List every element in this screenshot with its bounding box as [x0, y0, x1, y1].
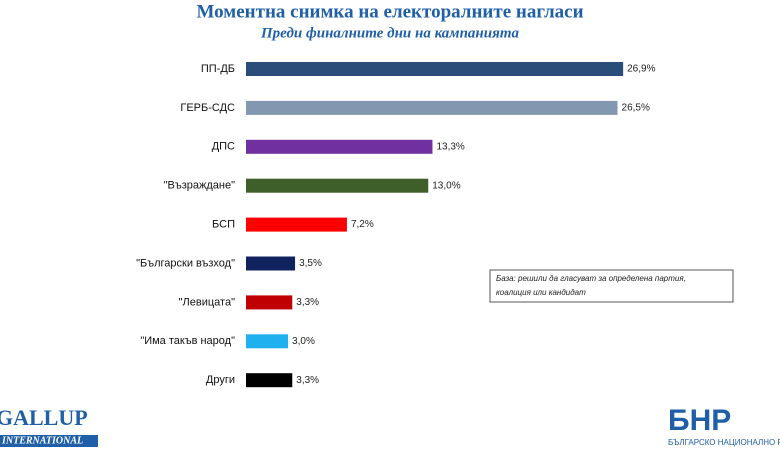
category-label: "Български възход"	[136, 257, 235, 269]
logo-text: GALLUP	[0, 405, 88, 430]
bar	[246, 295, 293, 310]
value-label: 13,0%	[432, 180, 460, 191]
value-label: 13,3%	[436, 141, 464, 152]
bar	[246, 334, 289, 349]
chart-title: Моментна снимка на електоралните нагласи	[196, 1, 583, 22]
logo-text: БНР	[668, 404, 731, 437]
value-label: 3,0%	[292, 336, 315, 347]
bar	[246, 100, 618, 115]
annotation: коалиция или кандидат	[496, 288, 586, 297]
bar	[246, 217, 347, 232]
category-label: ГЕРБ-СДС	[180, 102, 235, 114]
value-label: 7,2%	[351, 219, 374, 230]
bar	[246, 139, 433, 154]
bar	[246, 373, 293, 388]
value-label: 3,3%	[296, 375, 319, 386]
logo-text: INTERNATIONAL	[1, 435, 83, 446]
annotation: База: решили да гласуват за определена п…	[496, 274, 686, 283]
category-label: БСП	[212, 219, 235, 231]
category-label: Други	[206, 374, 235, 386]
value-label: 3,3%	[296, 297, 319, 308]
category-label: ДПС	[212, 141, 235, 153]
category-label: "Има такъв народ"	[140, 335, 235, 347]
category-label: "Левицата"	[179, 296, 235, 308]
value-label: 26,9%	[627, 64, 655, 75]
annotation-box	[489, 269, 734, 303]
bar	[246, 178, 429, 193]
logo-text: БЪЛГАРСКО НАЦИОНАЛНО РАДИО	[668, 438, 780, 447]
chart-subtitle: Преди финалните дни на кампанията	[260, 25, 519, 41]
bar	[246, 62, 624, 76]
value-label: 3,5%	[299, 258, 322, 269]
category-label: "Възраждане"	[164, 180, 235, 192]
category-label: ПП-ДБ	[201, 63, 235, 75]
value-label: 26,5%	[622, 103, 650, 114]
bar	[246, 256, 296, 271]
logo-band	[0, 435, 98, 447]
